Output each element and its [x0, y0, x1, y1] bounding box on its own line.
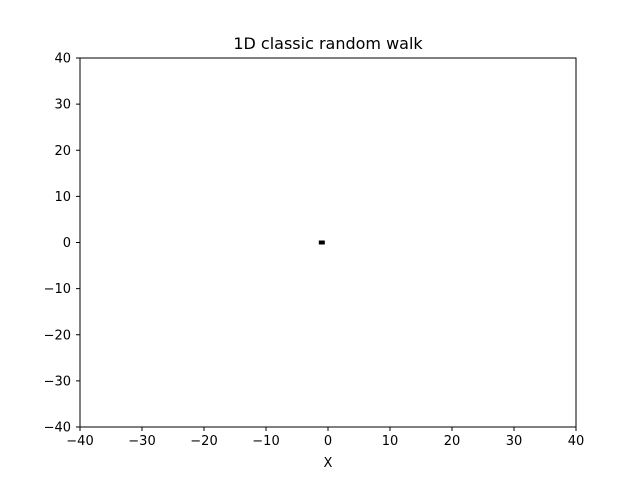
x-tick-label: −10 — [252, 434, 279, 449]
x-tick-label: 30 — [506, 434, 523, 449]
x-tick-label: −30 — [128, 434, 155, 449]
y-axis-ticks: −40 −30 −20 −10 0 10 20 30 40 — [44, 52, 80, 436]
plot-area-frame — [79, 57, 577, 428]
x-axis-ticks: −40 −30 −20 −10 0 10 20 30 40 — [66, 427, 584, 449]
x-tick-label: 40 — [568, 434, 585, 449]
chart-title: 1D classic random walk — [233, 34, 423, 53]
x-tick-label: −20 — [190, 434, 217, 449]
y-tick-label: −40 — [44, 421, 71, 436]
y-tick-label: −20 — [44, 328, 71, 343]
y-tick-label: 40 — [54, 52, 71, 67]
x-tick-label: 20 — [444, 434, 461, 449]
data-marks — [318, 240, 325, 245]
x-tick-label: −40 — [66, 434, 93, 449]
walker-position-marker — [318, 240, 325, 245]
y-tick-label: 10 — [54, 190, 71, 205]
y-tick-label: −10 — [44, 282, 71, 297]
x-tick-label: 0 — [324, 434, 332, 449]
y-tick-label: 20 — [54, 144, 71, 159]
y-tick-label: 30 — [54, 98, 71, 113]
x-tick-label: 10 — [382, 434, 399, 449]
y-tick-label: −30 — [44, 374, 71, 389]
x-axis-label: X — [324, 456, 333, 471]
y-tick-label: 0 — [63, 236, 71, 251]
